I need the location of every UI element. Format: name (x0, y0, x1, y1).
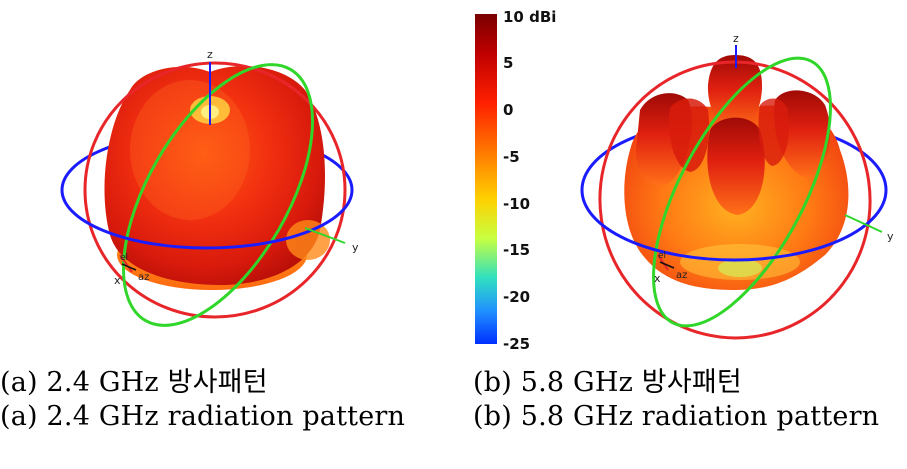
elevation-ring-red (83, 61, 347, 319)
el-label: el (658, 251, 666, 261)
x-axis-marker (119, 254, 133, 273)
az-label: az (138, 272, 149, 283)
main-lobe (104, 66, 326, 285)
colorbar-tick: -5 (503, 148, 520, 166)
x-label: x (654, 272, 661, 285)
caption-b-english: (b) 5.8 GHz radiation pattern (473, 401, 880, 432)
colorbar-gradient (475, 14, 497, 344)
lobe-right (774, 90, 830, 178)
caption-a: (a) 2.4 GHz 방사패턴 (a) 2.4 GHz radiation p… (0, 366, 405, 434)
colorbar-tick: 10 dBi (503, 8, 557, 26)
y-label: y (352, 241, 359, 254)
caption-b-korean: (b) 5.8 GHz 방사패턴 (473, 367, 742, 398)
elevation-ring-green (652, 56, 832, 328)
azimuth-ring-front (60, 189, 354, 250)
x-label: x (114, 274, 121, 287)
colorbar-tick: -25 (503, 335, 531, 353)
caption-a-korean: (a) 2.4 GHz 방사패턴 (0, 367, 268, 398)
azimuth-ring-front (580, 189, 888, 262)
lobe-mid-right (758, 98, 790, 166)
az-label: az (676, 270, 687, 281)
colorbar-tick: 5 (503, 54, 514, 72)
lobe-front-center (707, 117, 765, 215)
colorbar-tick: -20 (503, 288, 531, 306)
y-axis (304, 227, 346, 244)
z-label: z (733, 32, 739, 45)
origin-marker (659, 261, 675, 269)
highlight (130, 80, 250, 220)
elevation-ring-red (598, 60, 872, 340)
lobe-mid-left (668, 98, 710, 172)
pattern-2-4ghz-plot: z y x el az (60, 48, 359, 327)
pattern-2-4ghz: z y x el az (40, 0, 380, 350)
bottom-yellow-glow (680, 244, 800, 280)
y-label: y (887, 230, 894, 243)
colorbar: 10 dBi 5 0 -5 -10 -15 -20 -25 (470, 10, 570, 355)
pattern-5-8ghz-plot: z y x el az (580, 32, 894, 340)
y-axis (844, 214, 883, 233)
colorbar-tick: -10 (503, 195, 531, 213)
elevation-ring-green (121, 63, 315, 327)
pattern-5-8ghz: z y x el az (570, 0, 900, 350)
el-label: el (120, 253, 128, 263)
caption-b: (b) 5.8 GHz 방사패턴 (b) 5.8 GHz radiation p… (473, 366, 879, 434)
colorbar-tick: 0 (503, 101, 514, 119)
z-label: z (207, 48, 213, 61)
caption-a-english: (a) 2.4 GHz radiation pattern (0, 401, 406, 432)
side-bump (286, 220, 330, 260)
colorbar-tick: -15 (503, 241, 531, 259)
origin-marker (121, 263, 137, 271)
